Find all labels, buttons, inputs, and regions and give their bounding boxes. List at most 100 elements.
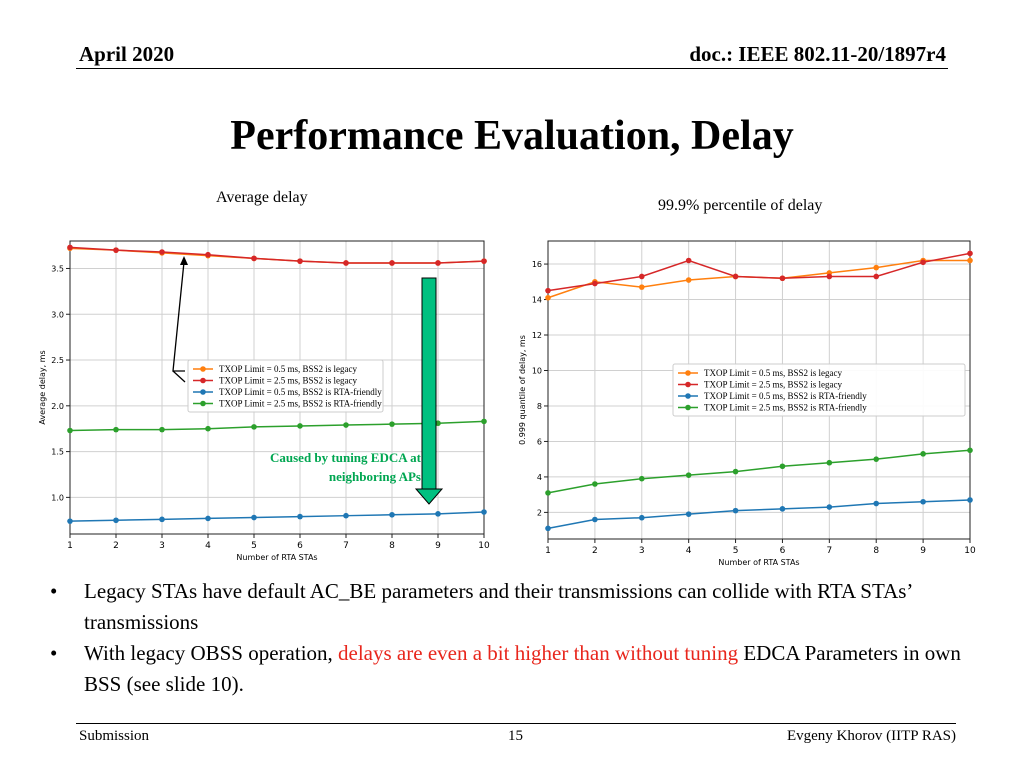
x-tick-label: 3 [159, 541, 165, 551]
data-point [967, 497, 973, 503]
header-doc-id: doc.: IEEE 802.11-20/1897r4 [689, 42, 946, 66]
pointer-branch [172, 370, 186, 383]
y-tick-label: 3.5 [51, 264, 64, 273]
data-point [826, 504, 833, 510]
data-point [481, 509, 487, 515]
footer-author: Evgeny Khorov (IITP RAS) [786, 728, 956, 744]
y-tick-label: 1.0 [51, 493, 64, 502]
data-point [638, 273, 645, 280]
data-point [481, 418, 487, 425]
data-point [592, 516, 598, 523]
x-tick-label: 1 [67, 541, 73, 551]
data-point [205, 425, 211, 432]
y-tick-label: 14 [532, 296, 542, 305]
data-point [732, 507, 739, 514]
series-line [69, 511, 485, 522]
legend-swatch-marker [685, 381, 691, 388]
x-tick-label: 10 [964, 546, 976, 556]
data-point [592, 481, 598, 487]
data-point [481, 258, 487, 264]
data-point [159, 249, 165, 255]
legend-swatch-marker [685, 370, 691, 376]
data-point [779, 463, 786, 470]
data-point [685, 257, 692, 264]
legend-box [672, 363, 966, 417]
slide-title: Performance Evaluation, Delay [230, 113, 794, 159]
y-tick-label: 3.0 [51, 310, 64, 319]
bullet-text-part: Legacy STAs have default AC_BE parameter… [84, 579, 912, 634]
legend-entry: TXOP Limit = 2.5 ms, BSS2 is RTA-friendl… [704, 403, 867, 413]
x-tick-label: 6 [297, 541, 303, 551]
axes-frame [69, 240, 485, 535]
data-point [205, 515, 211, 522]
series-line [547, 449, 971, 494]
bullet-text-part: EDCA Parameters in own BSS (see slide 10… [84, 641, 961, 696]
data-point [205, 251, 211, 258]
caption-percentile-delay: 99.9% percentile of delay [658, 197, 823, 214]
legend-entry: TXOP Limit = 0.5 ms, BSS2 is legacy [219, 364, 357, 374]
annotation-line-2: neighboring APs [329, 469, 421, 484]
data-point [873, 273, 880, 280]
data-point [389, 511, 395, 518]
legend-entry: TXOP Limit = 0.5 ms, BSS2 is RTA-friendl… [704, 391, 867, 401]
annotation-line-1: Caused by tuning EDCA at [270, 450, 422, 465]
legend-swatch-marker [200, 366, 206, 372]
legend-entry: TXOP Limit = 2.5 ms, BSS2 is legacy [219, 376, 357, 386]
y-tick-label: 2 [537, 508, 542, 517]
data-point [638, 514, 645, 521]
x-tick-label: 2 [113, 541, 119, 551]
x-tick-label: 9 [920, 546, 926, 556]
x-tick-label: 4 [205, 541, 211, 551]
data-point [67, 427, 73, 434]
y-tick-label: 1.5 [51, 448, 64, 457]
series-line [547, 252, 971, 292]
data-point [159, 516, 165, 523]
data-point [826, 273, 833, 280]
x-axis-label: Number of RTA STAs [718, 558, 799, 567]
data-point [638, 475, 645, 482]
legend-swatch-marker [200, 377, 206, 384]
x-tick-label: 5 [251, 541, 257, 551]
data-point [685, 511, 692, 517]
series-line [69, 420, 485, 432]
x-tick-label: 6 [780, 546, 786, 556]
data-point [113, 247, 119, 253]
data-point [435, 420, 441, 427]
header-divider [76, 68, 948, 69]
data-point [873, 500, 880, 507]
series-line [69, 246, 485, 264]
legend-entry: TXOP Limit = 2.5 ms, BSS2 is legacy [704, 380, 842, 390]
data-point [545, 525, 551, 532]
data-point [389, 260, 395, 266]
x-tick-label: 4 [686, 546, 692, 556]
bullet-list: • Legacy STAs have default AC_BE paramet… [50, 576, 980, 700]
x-tick-label: 7 [826, 546, 832, 556]
legend-box [187, 359, 384, 413]
series-line [547, 499, 971, 530]
bullet-marker: • [50, 579, 58, 603]
green-arrow-head [414, 488, 444, 505]
data-point [113, 517, 119, 524]
data-point [435, 260, 441, 266]
data-point [732, 273, 739, 280]
bullet-highlight-text: delays are even a bit higher than withou… [338, 641, 739, 665]
data-point [343, 422, 349, 428]
data-point [159, 426, 165, 433]
y-tick-label: 2.5 [51, 356, 64, 365]
data-point [251, 514, 257, 521]
data-point [779, 275, 786, 282]
x-tick-label: 5 [733, 546, 739, 556]
data-point [638, 284, 645, 290]
y-tick-label: 8 [537, 402, 542, 411]
legend-swatch-marker [200, 400, 206, 407]
data-point [343, 512, 349, 519]
y-tick-label: 16 [532, 260, 542, 269]
x-tick-label: 9 [435, 541, 441, 551]
data-point [545, 294, 551, 301]
x-tick-label: 10 [478, 541, 490, 551]
footer-divider [76, 723, 956, 724]
data-point [920, 451, 926, 457]
legend-swatch-marker [685, 393, 691, 399]
x-tick-label: 8 [389, 541, 395, 551]
